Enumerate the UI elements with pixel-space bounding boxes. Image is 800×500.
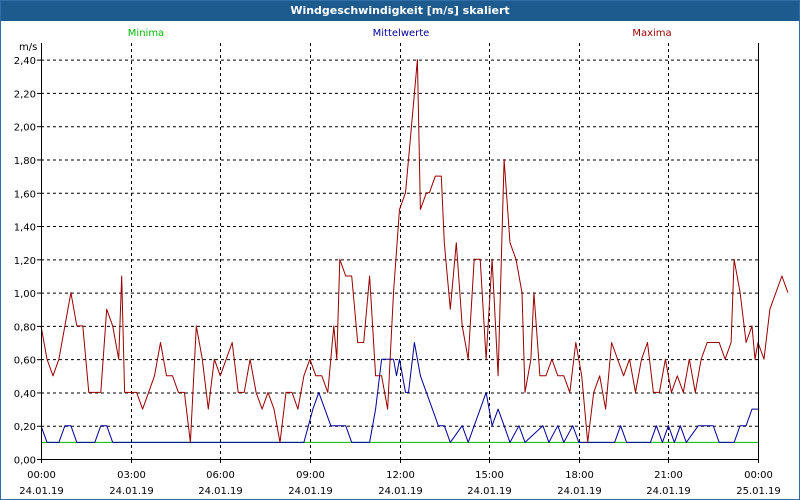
legend-maxima: Maxima bbox=[632, 28, 671, 39]
x-tick-date: 24.01.19 bbox=[467, 486, 512, 497]
y-tick-label: 2,20 bbox=[14, 89, 36, 100]
x-tick-date: 24.01.19 bbox=[109, 486, 154, 497]
y-tick-label: 0,40 bbox=[14, 389, 36, 400]
legend: Minima Mittelwerte Maxima bbox=[128, 28, 672, 39]
y-tick-label: 1,80 bbox=[14, 156, 36, 167]
x-tick-time: 18:00 bbox=[565, 470, 594, 481]
legend-minima: Minima bbox=[128, 28, 164, 39]
y-axis-label: m/s bbox=[19, 42, 37, 53]
x-tick-date: 24.01.19 bbox=[557, 486, 602, 497]
series-line-mittelwerte bbox=[40, 342, 758, 443]
x-tick-date: 25.01.19 bbox=[736, 486, 781, 497]
x-tick-date: 24.01.19 bbox=[198, 486, 243, 497]
grid-lines bbox=[41, 43, 758, 459]
y-tick-label: 1,40 bbox=[14, 223, 36, 234]
series-line-maxima bbox=[40, 59, 789, 443]
y-tick-label: 2,40 bbox=[14, 56, 36, 67]
x-tick-time: 21:00 bbox=[654, 470, 683, 481]
y-tick-labels: 0,00 0,20 0,40 0,60 0,80 1,00 1,20 1,40 1,60 1,80… bbox=[14, 56, 36, 466]
y-tick-label: 1,60 bbox=[14, 189, 36, 200]
x-tick-date: 24.01.19 bbox=[288, 486, 333, 497]
x-tick-time: 15:00 bbox=[475, 470, 504, 481]
y-tick-label: 0,20 bbox=[14, 422, 36, 433]
y-tick-label: 2,00 bbox=[14, 123, 36, 134]
x-tick-time: 09:00 bbox=[296, 470, 325, 481]
series-lines bbox=[40, 59, 789, 443]
legend-mittelwerte: Mittelwerte bbox=[373, 28, 430, 39]
x-tick-labels: 00:00 24.01.19 03:00 24.01.19 06:00 24.01.19 0… bbox=[19, 470, 781, 497]
x-tick-date: 24.01.19 bbox=[378, 486, 423, 497]
x-tick-date: 24.01.19 bbox=[646, 486, 691, 497]
y-tick-label: 0,60 bbox=[14, 356, 36, 367]
y-tick-label: 0,80 bbox=[14, 322, 36, 333]
x-tick-time: 00:00 bbox=[744, 470, 773, 481]
x-tick-time: 06:00 bbox=[206, 470, 235, 481]
axes bbox=[37, 43, 759, 463]
x-tick-time: 12:00 bbox=[386, 470, 415, 481]
y-tick-label: 1,20 bbox=[14, 256, 36, 267]
x-tick-time: 00:00 bbox=[27, 470, 56, 481]
y-tick-label: 1,00 bbox=[14, 289, 36, 300]
chart-title: Windgeschwindigkeit [m/s] skaliert bbox=[1, 1, 799, 21]
x-tick-date: 24.01.19 bbox=[19, 486, 64, 497]
y-tick-label: 0,00 bbox=[14, 456, 36, 467]
x-tick-time: 03:00 bbox=[117, 470, 146, 481]
